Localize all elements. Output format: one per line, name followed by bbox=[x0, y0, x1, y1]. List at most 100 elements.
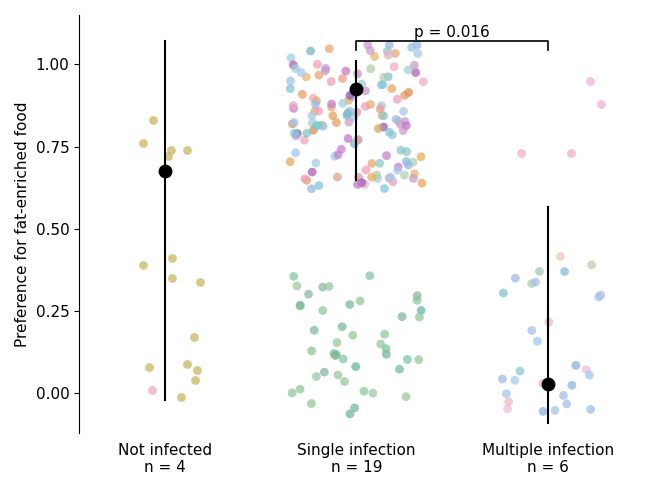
Point bbox=[359, 387, 369, 395]
Point bbox=[510, 376, 520, 384]
Point bbox=[384, 128, 395, 136]
Point bbox=[383, 51, 393, 59]
Point bbox=[345, 92, 355, 99]
Point bbox=[501, 390, 512, 398]
Point bbox=[287, 120, 298, 128]
Point bbox=[324, 282, 335, 290]
Point bbox=[306, 185, 317, 193]
Point bbox=[516, 149, 526, 157]
Point bbox=[337, 323, 347, 331]
Point bbox=[555, 252, 566, 260]
Point bbox=[189, 334, 200, 342]
Point bbox=[314, 182, 325, 190]
Point bbox=[288, 61, 299, 69]
Point bbox=[375, 340, 386, 348]
Point bbox=[313, 107, 324, 115]
Point bbox=[345, 410, 355, 418]
Point bbox=[144, 363, 154, 371]
Point bbox=[393, 117, 404, 125]
Point bbox=[526, 280, 537, 288]
Point bbox=[359, 180, 370, 188]
Point bbox=[320, 67, 331, 74]
Point bbox=[343, 135, 353, 143]
Point bbox=[326, 103, 337, 111]
Point bbox=[165, 146, 176, 154]
Point bbox=[403, 89, 414, 97]
Point bbox=[333, 371, 343, 379]
Point bbox=[301, 73, 311, 81]
Point bbox=[409, 61, 420, 69]
Point bbox=[365, 100, 376, 108]
Point bbox=[526, 326, 537, 334]
Point bbox=[399, 171, 409, 179]
Point bbox=[581, 366, 592, 373]
Point bbox=[365, 272, 375, 280]
Point bbox=[309, 326, 319, 334]
Point bbox=[595, 291, 606, 299]
Point bbox=[310, 100, 321, 108]
Point bbox=[332, 173, 343, 181]
Point bbox=[376, 81, 387, 89]
Point bbox=[339, 378, 350, 386]
Point bbox=[297, 91, 308, 98]
Point bbox=[360, 102, 371, 110]
Point bbox=[352, 70, 363, 78]
Point bbox=[160, 168, 170, 175]
Point bbox=[401, 122, 411, 129]
Point bbox=[194, 278, 205, 286]
Point bbox=[352, 136, 363, 144]
Point bbox=[353, 173, 364, 181]
Point bbox=[311, 373, 322, 381]
Point bbox=[366, 173, 377, 181]
Point bbox=[401, 158, 411, 166]
Point bbox=[407, 158, 418, 166]
Point bbox=[338, 355, 349, 363]
Point bbox=[365, 47, 375, 54]
Point bbox=[593, 293, 604, 301]
Point bbox=[319, 368, 330, 376]
Point bbox=[307, 119, 318, 127]
Point bbox=[392, 96, 403, 103]
Point bbox=[393, 163, 403, 171]
Point bbox=[373, 124, 383, 132]
Point bbox=[356, 80, 367, 88]
Point bbox=[538, 379, 548, 387]
Point bbox=[317, 122, 327, 129]
Point bbox=[411, 296, 422, 304]
Point bbox=[390, 49, 401, 57]
Point bbox=[565, 149, 576, 157]
Point bbox=[291, 132, 301, 140]
Point bbox=[166, 274, 177, 282]
Point bbox=[503, 398, 514, 406]
Point bbox=[352, 180, 363, 188]
Point bbox=[401, 392, 411, 400]
Point bbox=[382, 47, 393, 55]
Point bbox=[349, 113, 359, 121]
Point bbox=[311, 122, 321, 130]
Point bbox=[313, 71, 324, 79]
Point bbox=[515, 367, 526, 375]
Point bbox=[375, 105, 385, 113]
Point bbox=[308, 94, 319, 102]
Point bbox=[395, 121, 405, 128]
Point bbox=[162, 152, 173, 160]
Point bbox=[561, 400, 572, 408]
Point bbox=[337, 74, 348, 82]
Point bbox=[384, 174, 395, 182]
Point bbox=[361, 166, 371, 174]
Point bbox=[341, 67, 351, 75]
Point bbox=[587, 261, 597, 269]
Point bbox=[383, 73, 393, 81]
Point bbox=[288, 104, 299, 112]
Point bbox=[397, 313, 407, 320]
Point bbox=[498, 289, 509, 297]
Point bbox=[289, 119, 299, 126]
Point bbox=[360, 87, 371, 95]
Point bbox=[311, 159, 321, 167]
Point bbox=[412, 292, 423, 299]
Point bbox=[550, 406, 560, 414]
Point bbox=[343, 97, 354, 104]
Point bbox=[369, 52, 380, 60]
Point bbox=[349, 140, 359, 147]
Point bbox=[412, 49, 423, 57]
